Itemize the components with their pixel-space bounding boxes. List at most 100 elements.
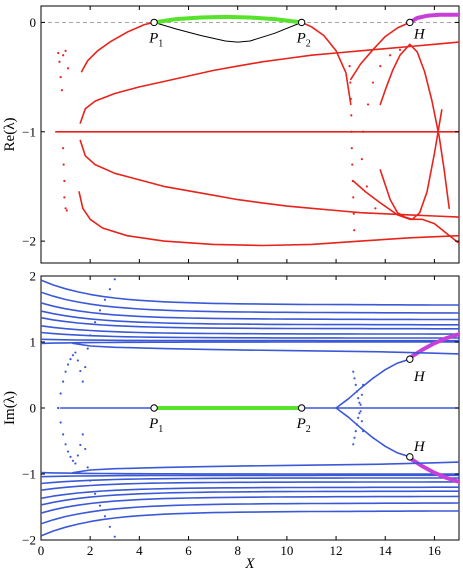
eigen-branch-point [379, 65, 382, 68]
eigen-branch-point [113, 278, 116, 281]
upper-eigen-branch-line [41, 331, 459, 339]
special-point-marker [150, 18, 158, 27]
x-tick-label: 12 [330, 543, 343, 558]
eigen-branch-point [93, 492, 97, 495]
eigen-branch-point [84, 365, 87, 369]
special-point-label: P1 [148, 416, 163, 435]
upper-eigen-branch-line [41, 338, 459, 342]
eigen-branch-point [351, 179, 354, 183]
eigen-branch-point [371, 81, 375, 84]
eigen-branch-point [84, 447, 87, 451]
special-point-subscript: 1 [158, 424, 163, 435]
special-point-marker [297, 404, 306, 412]
real-part-panel: 0 −1 −2 Re(λ) P1 P2 H [2, 5, 460, 264]
lower-eigen-branch-line [41, 477, 459, 485]
eigen-branch-point [60, 89, 64, 92]
eigen-branch-point [89, 334, 92, 337]
eigen-branch-point [358, 401, 361, 404]
eigen-branch-point [349, 81, 352, 84]
eigen-branch-point [103, 298, 107, 301]
eigen-branch-point [63, 196, 66, 199]
eigen-branch-line [335, 407, 411, 458]
eigen-branch-point [353, 229, 356, 232]
eigen-branch-point [355, 423, 359, 426]
y-tick-label: 0 [30, 15, 37, 30]
eigen-branch-point [365, 185, 368, 188]
eigen-branch-point [103, 515, 107, 518]
eigen-branch-point [62, 433, 65, 436]
eigen-branch-point [76, 359, 79, 362]
eigen-branch-point [81, 380, 84, 383]
series-group [55, 12, 459, 247]
eigen-branch-point [57, 406, 60, 410]
eigen-branch-point [64, 49, 67, 52]
eigen-branch-line [79, 41, 459, 124]
eigen-branch-line [153, 21, 303, 43]
y-axis-label: Im(λ) [2, 391, 18, 425]
plot-frame [40, 5, 460, 264]
y-tick-label: −1 [22, 467, 36, 482]
eigen-branch-point [62, 147, 65, 150]
eigen-branch-point [79, 369, 82, 373]
eigen-branch-point [108, 525, 111, 528]
eigen-branch-point [354, 430, 357, 433]
eigen-branch-point [69, 358, 72, 361]
lower-eigen-branch-line [41, 502, 459, 525]
upper-eigen-branch-line [41, 291, 459, 314]
eigen-branch-point [66, 67, 70, 70]
eigen-branch-line [350, 21, 411, 81]
eigen-branch-point [79, 443, 82, 447]
eigen-branch-point [398, 48, 402, 51]
eigen-branch-point [62, 163, 65, 166]
special-point-label: H [413, 26, 426, 42]
x-tick-label: 10 [280, 543, 293, 558]
eigen-branch-point [98, 309, 102, 312]
eigen-branch-point [352, 443, 355, 446]
eigen-branch-point [71, 354, 75, 357]
eigen-branch-line [352, 180, 459, 245]
special-point-marker [406, 453, 414, 461]
eigen-branch-point [362, 130, 365, 133]
x-tick-label: 16 [428, 543, 442, 558]
eigen-branch-point [57, 51, 60, 55]
eigen-branch-point [62, 380, 65, 383]
eigen-branch-point [366, 103, 370, 106]
eigen-branch-point [351, 163, 354, 166]
special-point-marker [297, 18, 306, 27]
eigen-branch-point [389, 54, 392, 57]
x-tick-label: 4 [136, 543, 143, 558]
y-tick-label: −1 [22, 124, 36, 139]
eigen-branch-point [64, 443, 67, 446]
eigen-branch-point [360, 393, 363, 396]
special-point-subscript: 2 [306, 38, 311, 49]
lower-eigen-branch-line [41, 474, 459, 478]
eigen-branch-point [350, 130, 353, 133]
eigen-branch-point [374, 207, 377, 210]
eigen-branch-line [72, 461, 459, 474]
eigen-branch-point [66, 450, 70, 453]
eigen-branch-point [352, 212, 355, 215]
eigen-branch-point [350, 147, 353, 150]
eigen-branch-point [98, 504, 102, 507]
eigen-branch-point [360, 420, 363, 423]
upper-eigen-branch-line [41, 316, 459, 330]
y-tick-label: 1 [30, 335, 37, 350]
eigen-branch-point [69, 455, 72, 458]
eigen-branch-point [59, 392, 62, 395]
y-tick-label: −2 [22, 234, 36, 249]
eigen-branch-line [80, 21, 155, 73]
eigen-branch-point [64, 370, 67, 373]
hopf-segment-line [407, 12, 459, 25]
eigen-branch-point [93, 321, 97, 324]
eigen-branch-point [357, 397, 360, 400]
eigen-branch-point [352, 196, 355, 199]
eigen-branch-point [359, 410, 362, 413]
eigen-branch-point [353, 436, 356, 439]
eigen-branch-point [71, 459, 75, 462]
eigen-branch-line [379, 43, 450, 210]
eigen-branch-point [59, 421, 62, 424]
eigen-branch-point [350, 114, 353, 117]
eigen-branch-point [113, 535, 116, 538]
